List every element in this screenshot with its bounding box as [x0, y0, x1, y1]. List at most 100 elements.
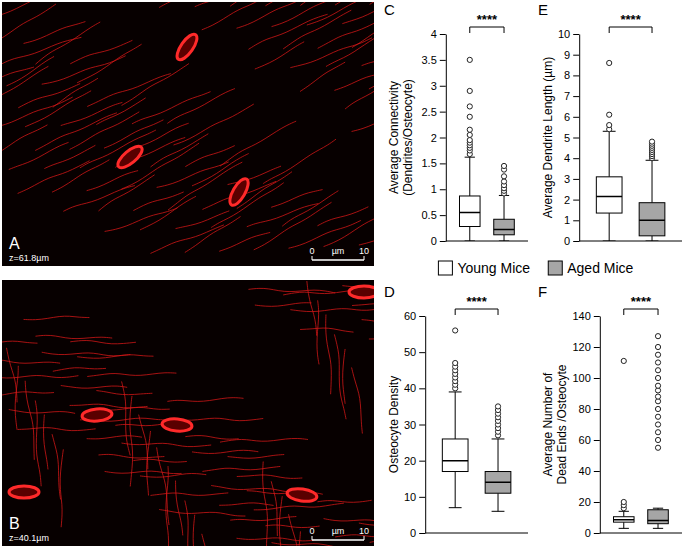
- fibre: [104, 120, 163, 148]
- whisker-cap-low: [499, 241, 509, 242]
- whisker-cap-high: [653, 508, 663, 509]
- fibre: [98, 175, 154, 211]
- y-tick-mark: [440, 215, 446, 216]
- y-axis-line: [600, 317, 601, 534]
- y-axis: 020406080100120140: [572, 310, 600, 539]
- outlier: [655, 344, 660, 349]
- fibre: [352, 304, 374, 308]
- y-axis-title: Average Dendrite Length (µm): [541, 57, 555, 218]
- fibre: [300, 328, 353, 332]
- y-tick: 6: [564, 111, 579, 123]
- figure-canvas: Az=61.8µm0µm10Bz=40.1µm0µm10C00.511.522.…: [0, 0, 692, 549]
- y-tick-mark: [440, 163, 446, 164]
- box-body: [648, 510, 669, 524]
- fibre: [2, 2, 43, 22]
- fibre: [77, 355, 153, 358]
- figure: Az=61.8µm0µm10Bz=40.1µm0µm10C00.511.522.…: [0, 0, 692, 549]
- fibre: [230, 2, 288, 6]
- marks: [614, 334, 669, 529]
- y-axis-title-line: (Dendrites/Osteocyte): [401, 79, 415, 196]
- y-tick-mark: [594, 533, 600, 534]
- y-axis: 012345678910: [558, 28, 580, 247]
- y-axis-title-line: Average Number of: [541, 372, 555, 477]
- fibre: [307, 281, 317, 336]
- fibre: [272, 543, 338, 546]
- fibre: [237, 538, 315, 541]
- fibre: [230, 517, 296, 521]
- outlier: [655, 334, 660, 339]
- fibre: [104, 407, 170, 410]
- fibre: [219, 232, 270, 251]
- y-axis-title: Average Number ofDead Ends /Osteocyte: [541, 364, 569, 484]
- fibre: [289, 220, 361, 248]
- box-body: [596, 177, 622, 213]
- whisker-cap-low: [619, 528, 629, 529]
- box: [639, 139, 665, 241]
- z-label: z=40.1µm: [9, 533, 49, 543]
- y-tick-mark: [594, 440, 600, 441]
- osteocyte-cell: [286, 487, 317, 503]
- fibre: [122, 443, 212, 447]
- y-tick: 20: [404, 455, 425, 467]
- fibre: [70, 341, 136, 344]
- y-tick-label: 4: [564, 152, 570, 164]
- box: [460, 57, 481, 241]
- y-tick-label: 40: [579, 465, 591, 477]
- y-tick-label: 80: [579, 403, 591, 415]
- y-tick: 20: [579, 496, 600, 508]
- y-tick-label: 5: [564, 132, 570, 144]
- y-tick-label: 0.5: [422, 209, 437, 221]
- y-axis-line: [579, 35, 580, 242]
- outlier: [655, 406, 660, 411]
- x-axis-line: [446, 241, 528, 242]
- fibre: [283, 10, 351, 49]
- y-tick: 5: [564, 132, 579, 144]
- outlier: [655, 352, 660, 357]
- whisker-low: [498, 493, 499, 511]
- osteocyte-cell: [115, 143, 146, 171]
- y-axis-title-line: Average Dendrite Length (µm): [541, 57, 555, 218]
- y-axis-title: Osteocyte Density: [387, 376, 401, 473]
- fibre: [248, 288, 335, 293]
- outlier: [655, 375, 660, 380]
- y-tick-label: 2.5: [422, 106, 437, 118]
- y-tick-mark: [594, 378, 600, 379]
- y-tick-mark: [419, 533, 425, 534]
- fibre: [159, 2, 233, 8]
- fibre: [290, 309, 374, 312]
- fibre: [352, 367, 363, 433]
- y-tick: 40: [579, 465, 600, 477]
- median: [648, 520, 669, 522]
- fibre: [255, 42, 304, 69]
- fibre: [24, 316, 90, 320]
- outlier: [501, 163, 506, 168]
- panel-label: B: [9, 515, 20, 532]
- fibre: [2, 66, 48, 108]
- whisker-high: [455, 392, 456, 439]
- fibre: [96, 98, 145, 125]
- legend-item: Young Mice: [438, 260, 530, 276]
- y-tick: 60: [404, 310, 425, 322]
- fibre: [44, 415, 48, 470]
- fibre: [18, 84, 80, 108]
- scale-bar-tick: [312, 536, 313, 540]
- y-tick: 50: [404, 346, 425, 358]
- y-axis: 00.511.522.533.54: [422, 28, 447, 247]
- fibre: [122, 64, 189, 106]
- significance-bracket: [455, 309, 498, 315]
- fibre: [96, 391, 152, 395]
- osteocyte-cell: [349, 286, 374, 298]
- significance-label: ****: [631, 294, 652, 309]
- fibre: [60, 449, 63, 527]
- image-content: [2, 2, 374, 266]
- osteocyte-cell: [82, 408, 113, 423]
- fibre: [211, 486, 297, 493]
- image-panel: Bz=40.1µm0µm10: [0, 280, 476, 549]
- fibre: [307, 2, 358, 25]
- whisker-low: [455, 472, 456, 508]
- fibre: [87, 373, 176, 377]
- y-tick-label: 4: [431, 28, 437, 40]
- fibre: [150, 493, 228, 496]
- outlier: [453, 328, 458, 333]
- fibre: [70, 40, 132, 63]
